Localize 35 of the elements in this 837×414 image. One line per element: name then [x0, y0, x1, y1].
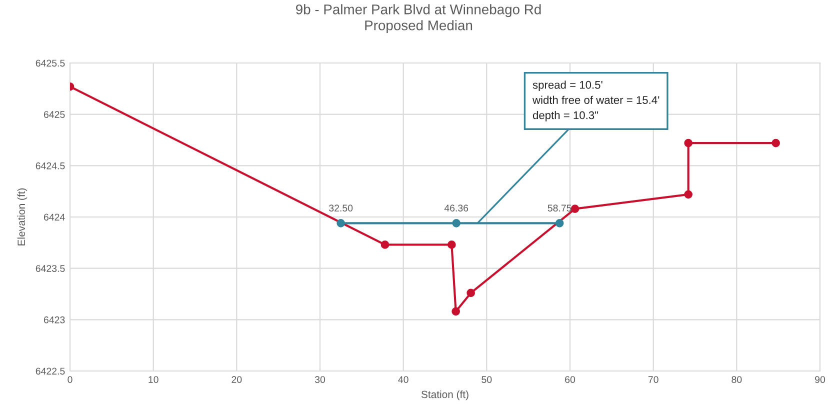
x-tick-label: 20: [232, 376, 242, 383]
x-tick-label: 10: [148, 376, 158, 383]
y-tick-label: 6425.5: [36, 60, 65, 67]
annotation: spread = 10.5' width free of water = 15.4' depth = 10.3": [532, 80, 660, 122]
annotation: 32.50: [329, 204, 353, 212]
point: [555, 218, 564, 228]
point: [452, 218, 460, 228]
x-tick-label: 0: [68, 376, 72, 383]
x-tick-label: 60: [565, 376, 576, 383]
y-tick-label: 6424: [44, 214, 65, 221]
point: [452, 307, 460, 316]
point: [772, 138, 780, 148]
annotation: 58.75: [548, 204, 572, 212]
annotation: 46.36: [444, 204, 468, 212]
y-axis-title: Elevation (ft): [17, 188, 28, 246]
y-tick-label: 6422.5: [36, 368, 65, 375]
point: [380, 240, 390, 249]
y-tick-label: 6423.5: [36, 265, 65, 272]
chart-title: 9b - Palmer Park Blvd at Winnebago Rd Proposed Median: [296, 4, 541, 34]
y-tick-label: 6423: [44, 316, 65, 324]
x-axis-title: Station (ft): [421, 390, 468, 400]
point: [684, 190, 692, 199]
x-tick-label: 70: [648, 376, 658, 383]
point: [466, 288, 475, 298]
x-tick-label: 90: [815, 376, 826, 383]
x-tick-label: 80: [732, 376, 742, 383]
x-tick-label: 50: [482, 376, 492, 383]
x-tick-label: 40: [398, 376, 408, 383]
y-tick-label: 6424.5: [36, 162, 65, 170]
point: [336, 218, 345, 228]
point: [448, 240, 456, 249]
y-tick-label: 6425: [44, 111, 65, 118]
point: [570, 204, 580, 213]
point: [684, 138, 692, 148]
x-tick-label: 30: [314, 376, 326, 383]
